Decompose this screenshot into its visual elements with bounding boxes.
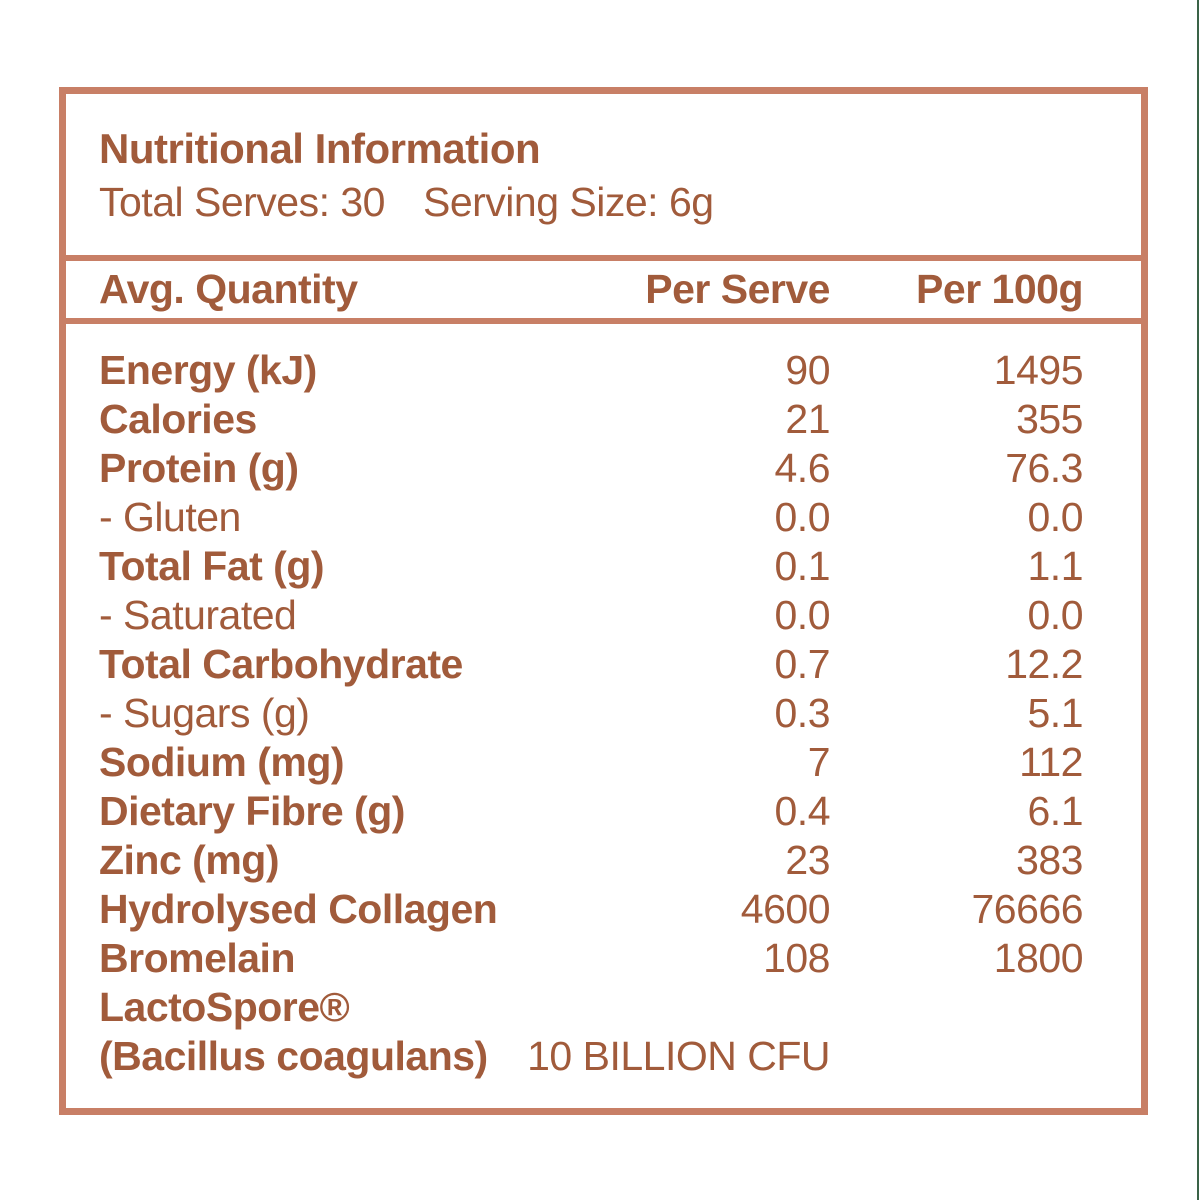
row-label: Energy (kJ) bbox=[99, 347, 317, 393]
row-label: Zinc (mg) bbox=[99, 837, 279, 883]
row-label: Total Carbohydrate bbox=[99, 641, 463, 687]
page-edge-line bbox=[1197, 0, 1199, 1200]
table-row: Hydrolysed Collagen 4600 76666 bbox=[99, 885, 1084, 934]
row-per-serve-value: 10 BILLION CFU bbox=[527, 1033, 830, 1079]
row-per-serve-value: 90 bbox=[785, 347, 830, 393]
row-per-100g-value: 383 bbox=[1016, 837, 1083, 883]
row-label: (Bacillus coagulans) bbox=[99, 1033, 488, 1079]
table-row: Dietary Fibre (g) 0.4 6.1 bbox=[99, 787, 1084, 836]
serving-size-text: Serving Size: 6g bbox=[423, 179, 714, 225]
table-row: LactoSpore® bbox=[99, 983, 1083, 1032]
table-row: Total Carbohydrate 0.7 12.2 bbox=[99, 640, 1084, 689]
table-row: Total Fat (g) 0.1 1.1 bbox=[99, 542, 1084, 591]
table-row: Protein (g) 4.6 76.3 bbox=[99, 444, 1084, 493]
serving-info: Total Serves: 30 Serving Size: 6g bbox=[99, 174, 1083, 230]
table-row: Calories 21 355 bbox=[99, 395, 1084, 444]
row-per-100g-value: 5.1 bbox=[1027, 690, 1084, 736]
table-body: Energy (kJ) 90 1495 Calories 21 355 Prot… bbox=[66, 324, 1141, 1108]
row-per-100g-value: 12.2 bbox=[1005, 641, 1083, 687]
row-label: Dietary Fibre (g) bbox=[99, 788, 405, 834]
row-label: Protein (g) bbox=[99, 445, 299, 491]
nutrition-panel: Nutritional Information Total Serves: 30… bbox=[59, 87, 1148, 1115]
row-per-100g-value: 1.1 bbox=[1027, 543, 1084, 589]
table-header-row: Avg. Quantity Per Serve Per 100g bbox=[66, 261, 1141, 318]
row-label: - Saturated bbox=[99, 592, 297, 638]
row-per-serve-value: 7 bbox=[807, 739, 831, 785]
table-row: Energy (kJ) 90 1495 bbox=[99, 346, 1084, 395]
table-row: - Gluten 0.0 0.0 bbox=[99, 493, 1084, 542]
row-per-serve-value: 0.7 bbox=[774, 641, 831, 687]
row-per-100g-value: 6.1 bbox=[1027, 788, 1084, 834]
panel-title: Nutritional Information bbox=[99, 125, 541, 172]
row-per-serve-value: 0.0 bbox=[774, 494, 831, 540]
row-label: Hydrolysed Collagen bbox=[99, 886, 498, 932]
row-per-serve-value: 23 bbox=[785, 837, 830, 883]
row-per-serve-value bbox=[610, 983, 830, 1032]
row-per-100g-value: 0.0 bbox=[1027, 494, 1084, 540]
total-serves-text: Total Serves: 30 bbox=[99, 179, 386, 225]
row-per-serve-value: 0.3 bbox=[774, 690, 831, 736]
row-per-100g-value: 355 bbox=[1016, 396, 1083, 442]
col-header-per-serve: Per Serve bbox=[645, 266, 830, 312]
row-label: Total Fat (g) bbox=[99, 543, 325, 589]
table-row: Sodium (mg) 7 112 bbox=[99, 738, 1084, 787]
table-row: - Sugars (g) 0.3 5.1 bbox=[99, 689, 1084, 738]
row-per-serve-value: 0.4 bbox=[774, 788, 831, 834]
row-label: Bromelain bbox=[99, 935, 296, 981]
row-per-serve-value: 4600 bbox=[740, 886, 831, 932]
row-per-serve-value: 21 bbox=[785, 396, 830, 442]
row-label: Sodium (mg) bbox=[99, 739, 345, 785]
row-per-serve-value: 4.6 bbox=[774, 445, 831, 491]
row-label: LactoSpore® bbox=[99, 984, 350, 1030]
divider-top bbox=[66, 255, 1141, 261]
table-row: Bromelain 108 1800 bbox=[99, 934, 1084, 983]
row-per-100g-value: 112 bbox=[1019, 739, 1083, 785]
row-per-100g-value: 1495 bbox=[993, 347, 1084, 393]
row-per-100g-value: 1800 bbox=[993, 935, 1084, 981]
row-per-serve-value: 0.1 bbox=[774, 543, 831, 589]
table-row: Zinc (mg) 23 383 bbox=[99, 836, 1084, 885]
divider-header bbox=[66, 318, 1141, 324]
panel-title-section: Nutritional Information Total Serves: 30… bbox=[66, 94, 1141, 255]
table-row: (Bacillus coagulans) 10 BILLION CFU bbox=[99, 1032, 1083, 1081]
col-header-avg-quantity: Avg. Quantity bbox=[99, 266, 358, 312]
row-per-100g-value: 76666 bbox=[971, 886, 1083, 932]
table-row: - Saturated 0.0 0.0 bbox=[99, 591, 1084, 640]
row-per-serve-value: 0.0 bbox=[774, 592, 831, 638]
row-per-serve-value: 108 bbox=[763, 935, 830, 981]
row-per-100g-value: 76.3 bbox=[1005, 445, 1083, 491]
col-header-per-100g: Per 100g bbox=[916, 266, 1083, 312]
row-label: - Gluten bbox=[99, 494, 241, 540]
row-label: - Sugars (g) bbox=[99, 690, 310, 736]
row-label: Calories bbox=[99, 396, 257, 442]
row-per-100g-value bbox=[830, 983, 1083, 1032]
row-per-100g-value: 0.0 bbox=[1027, 592, 1084, 638]
